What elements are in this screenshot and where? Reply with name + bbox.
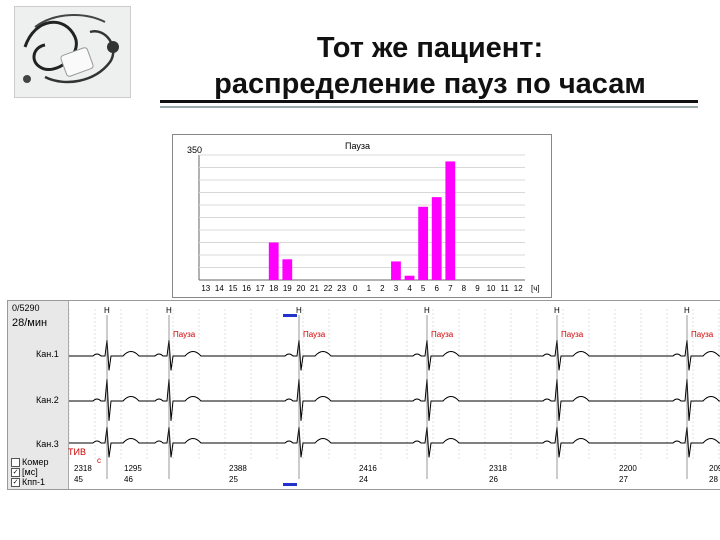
ecg-trace-channel-1 [69, 339, 720, 371]
rr-interval-value: 2318 [489, 464, 507, 473]
chart-grid [198, 154, 525, 281]
bar [268, 242, 279, 280]
heart-rate-value: 24 [359, 475, 368, 484]
heart-rate-value: 26 [489, 475, 498, 484]
title-rule-shadow [160, 106, 698, 108]
option-3-label: Кпп-1 [22, 477, 45, 487]
x-tick-label: 5 [421, 284, 426, 293]
beat-type-label: H [424, 306, 430, 315]
pause-label: Пауза [173, 330, 196, 339]
pause-label: Пауза [691, 330, 714, 339]
event-mark: ТИВ [68, 447, 86, 457]
option-2-label: [мс] [22, 467, 38, 477]
x-tick-label: 22 [324, 284, 333, 293]
rr-interval-value: 2388 [229, 464, 247, 473]
x-tick-label: 12 [514, 284, 523, 293]
option-1-label: Комер [22, 457, 49, 467]
x-tick-label: 1 [367, 284, 372, 293]
heart-rate-value: 45 [74, 475, 83, 484]
x-tick-label: 2 [380, 284, 385, 293]
chart-tick-labels: 13 14 15 16 17 18 19 20 21 22 23 0 1 2 3 4 5 6 7 8 9 10 11 12 [201, 284, 523, 293]
pause-histogram-svg: Пауза 350 [ч] 13 14 15 16 17 18 19 20 21 22 23 0 1 2 3… [187, 141, 540, 293]
bar [404, 275, 415, 280]
x-tick-label: 16 [242, 284, 251, 293]
channel-1-label: Кан.1 [36, 349, 59, 359]
cursor-marker-top[interactable] [283, 314, 297, 317]
heart-rate-value: 46 [124, 475, 133, 484]
pause-label: Пауза [431, 330, 454, 339]
ecg-sidebar: 0/5290 28/мин Кан.1 Кан.2 Кан.3 ТИВ Коме… [8, 301, 86, 489]
cursor-marker-bottom[interactable] [283, 483, 297, 486]
x-tick-label: 23 [337, 284, 346, 293]
x-tick-label: 4 [407, 284, 412, 293]
option-3-checkbox[interactable]: ✓ [11, 478, 20, 487]
c-mark: c [97, 456, 101, 465]
pause-label: Пауза [303, 330, 326, 339]
beat-type-label: H [166, 306, 172, 315]
ecg-trace-channel-2 [69, 378, 720, 421]
pause-label: Пауза [561, 330, 584, 339]
pause-histogram: Пауза 350 [ч] 13 14 15 16 17 18 19 20 21 22 23 0 1 2 3… [172, 134, 552, 298]
record-counter: 0/5290 [12, 303, 40, 313]
rr-interval-value: 2318 [74, 464, 92, 473]
x-tick-label: 17 [256, 284, 265, 293]
rr-interval-value: 1295 [124, 464, 142, 473]
x-tick-label: 13 [201, 284, 210, 293]
bar [282, 259, 293, 280]
option-1-checkbox[interactable] [11, 458, 20, 467]
chart-bars [268, 161, 456, 280]
beat-type-label: H [554, 306, 560, 315]
slide-title: Тот же пациент: распределение пауз по ча… [160, 30, 700, 102]
bar [431, 197, 442, 280]
bar [418, 206, 429, 280]
ecg-traces: Пауза Пауза Пауза Пауза Пауза H H H H H Hc 2318 1295… [69, 306, 720, 484]
rr-interval-value: 2092 [709, 464, 720, 473]
x-tick-label: 3 [394, 284, 399, 293]
ecg-trace-channel-3 [69, 426, 720, 458]
x-tick-label: 7 [448, 284, 453, 293]
rr-interval-value: 2200 [619, 464, 637, 473]
y-max-label: 350 [187, 145, 202, 155]
heart-rate-value: 28 [709, 475, 718, 484]
rr-interval-value: 2416 [359, 464, 377, 473]
x-tick-label: 21 [310, 284, 319, 293]
holter-device-photo [14, 6, 131, 98]
chart-title: Пауза [345, 141, 370, 151]
heart-rate-value: 25 [229, 475, 238, 484]
heart-rate: 28/мин [12, 317, 48, 329]
channel-3-label: Кан.3 [36, 439, 59, 449]
beat-type-label: H [104, 306, 110, 315]
title-rule [160, 100, 698, 103]
bar [445, 161, 456, 280]
x-tick-label: 14 [215, 284, 224, 293]
ecg-panel: 0/5290 28/мин Кан.1 Кан.2 Кан.3 ТИВ Коме… [7, 300, 720, 490]
title-line-2: распределение пауз по часам [214, 68, 646, 100]
x-tick-label: 19 [283, 284, 292, 293]
x-tick-label: 10 [487, 284, 496, 293]
heart-rate-value: 27 [619, 475, 628, 484]
x-tick-label: 9 [475, 284, 480, 293]
beat-type-label: H [296, 306, 302, 315]
title-line-1: Тот же пациент: [316, 32, 544, 64]
x-tick-label: 18 [269, 284, 278, 293]
x-tick-label: 8 [462, 284, 467, 293]
option-2-checkbox[interactable]: ✓ [11, 468, 20, 477]
bar [391, 261, 401, 280]
x-tick-label: 6 [434, 284, 439, 293]
x-unit-label: [ч] [531, 284, 540, 293]
x-tick-label: 0 [353, 284, 358, 293]
channel-2-label: Кан.2 [36, 395, 59, 405]
x-tick-label: 11 [500, 284, 509, 293]
beat-type-label: H [684, 306, 690, 315]
x-tick-label: 20 [296, 284, 305, 293]
x-tick-label: 15 [229, 284, 238, 293]
holter-device-image [15, 7, 130, 97]
